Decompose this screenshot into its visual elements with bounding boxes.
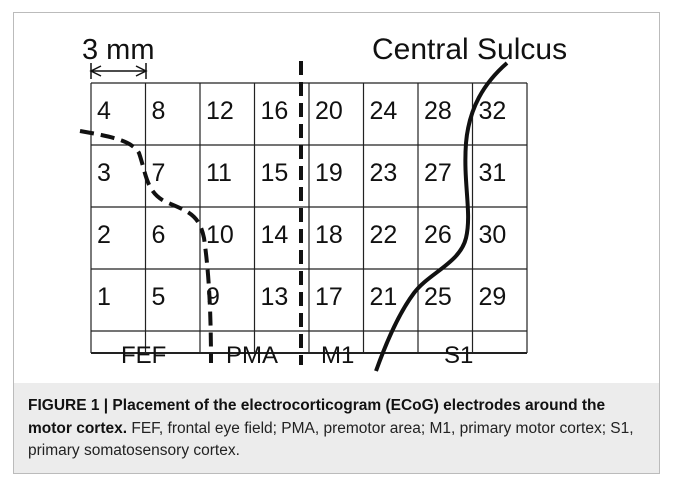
electrode-number: 8 bbox=[152, 97, 166, 125]
electrode-number: 27 bbox=[424, 159, 452, 187]
electrode-number: 30 bbox=[479, 221, 507, 249]
boundaries bbox=[79, 61, 509, 372]
electrode-number: 32 bbox=[479, 97, 507, 125]
electrode-number: 23 bbox=[370, 159, 398, 187]
electrode-number: 1 bbox=[97, 283, 111, 311]
electrode-number: 20 bbox=[315, 97, 343, 125]
electrode-number: 29 bbox=[479, 283, 507, 311]
electrode-number: 18 bbox=[315, 221, 343, 249]
electrode-number: 31 bbox=[479, 159, 507, 187]
electrode-number: 13 bbox=[261, 283, 289, 311]
electrode-number: 3 bbox=[97, 159, 111, 187]
region-label: M1 bbox=[321, 342, 354, 369]
electrode-number: 22 bbox=[370, 221, 398, 249]
electrode-number: 21 bbox=[370, 283, 398, 311]
central-sulcus bbox=[374, 61, 509, 372]
electrode-number: 11 bbox=[206, 159, 232, 187]
electrode-number: 2 bbox=[97, 221, 111, 249]
electrode-grid: 4 8 12 16 20 24 28 323 7 11 15 19 23 27 312 6 10 14 18 22 26… bbox=[90, 82, 528, 354]
fef-pma-boundary bbox=[79, 129, 213, 364]
caption: FIGURE 1 | Placement of the electrocorti… bbox=[14, 383, 659, 473]
region-label: S1 bbox=[444, 342, 473, 369]
electrode-number: 28 bbox=[424, 97, 452, 125]
sulcus-label: Central Sulcus bbox=[372, 33, 567, 66]
caption-text: FEF, frontal eye field; PMA, premotor ar… bbox=[28, 419, 634, 460]
region-label: FEF bbox=[121, 342, 166, 369]
electrode-number: 4 bbox=[97, 97, 111, 125]
scale-label: 3 mm bbox=[82, 34, 155, 66]
electrode-number: 16 bbox=[261, 97, 289, 125]
electrode-number: 19 bbox=[315, 159, 343, 187]
scale-arrow bbox=[89, 63, 148, 79]
electrode-number: 14 bbox=[261, 221, 289, 249]
electrode-number: 5 bbox=[152, 283, 166, 311]
caption-title: FIGURE 1 | Placement of the electrocorti… bbox=[28, 397, 606, 437]
figure-frame: 3 mm Central Sulcus 4 8 12 16 20 24 28 32 3 7 11 15… bbox=[13, 12, 660, 474]
electrode-number: 7 bbox=[152, 159, 166, 187]
electrode-number: 25 bbox=[424, 283, 452, 311]
electrode-diagram: 3 mm Central Sulcus 4 8 12 16 20 24 28 323 7 11 15… bbox=[79, 33, 567, 372]
electrode-number: 10 bbox=[206, 221, 234, 249]
electrode-number: 24 bbox=[370, 97, 398, 125]
electrode-number: 15 bbox=[261, 159, 289, 187]
electrode-number: 17 bbox=[315, 283, 343, 311]
electrode-number: 12 bbox=[206, 97, 234, 125]
electrode-number: 26 bbox=[424, 221, 452, 249]
electrode-number: 6 bbox=[152, 221, 166, 249]
region-label: PMA bbox=[226, 342, 278, 369]
